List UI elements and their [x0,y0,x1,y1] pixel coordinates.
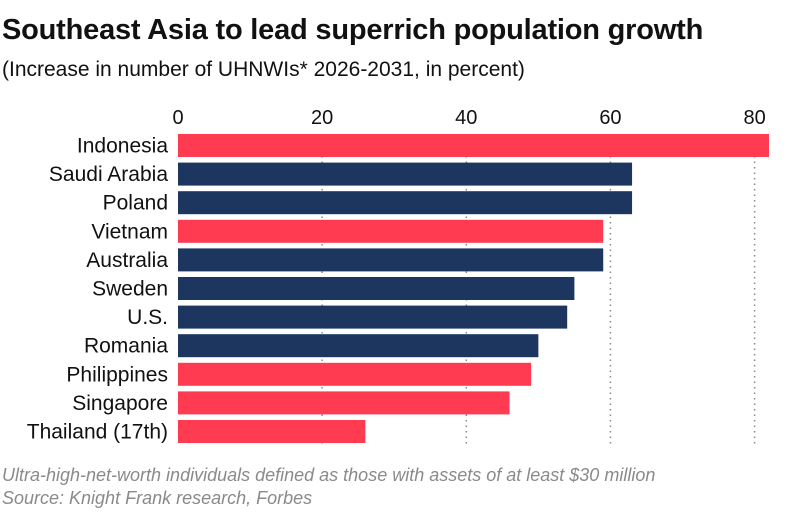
category-label: Indonesia [77,135,168,158]
bar-singapore [178,391,510,415]
category-label: Romania [84,335,168,358]
x-tick-label: 80 [743,107,765,129]
chart-subtitle: (Increase in number of UHNWIs* 2026-2031… [2,58,525,81]
x-tick-label: 0 [172,107,183,129]
category-label: Sweden [92,278,168,301]
bar-vietnam [178,219,604,243]
bar-romania [178,334,539,358]
bar-chart: 0 20 40 60 80 Indonesia Saudi Arabia Poland Vie… [27,107,769,446]
category-label: U.S. [127,306,168,329]
x-tick-label: 40 [455,107,477,129]
bar-poland [178,191,633,215]
bar-thailand-17th [178,420,366,443]
category-label: Vietnam [91,220,168,243]
chart-title: Southeast Asia to lead superrich populat… [2,14,704,46]
bar-sweden [178,277,575,300]
bar-australia [178,248,604,272]
category-label: Saudi Arabia [49,163,168,186]
bar-u-s [178,305,568,329]
x-tick-label: 60 [599,107,621,129]
source-note: Source: Knight Frank research, Forbes [2,488,313,508]
category-labels: Indonesia Saudi Arabia Poland Vietnam Austra… [27,135,169,444]
category-label: Australia [86,249,168,272]
x-tick-label: 20 [311,107,333,129]
x-axis-ticks: 0 20 40 60 80 [172,107,765,129]
bar-indonesia [178,134,769,157]
bars [178,134,769,443]
category-label: Philippines [66,363,168,386]
category-label: Poland [103,192,168,215]
category-label: Singapore [72,392,168,415]
category-label: Thailand (17th) [27,421,168,444]
bar-philippines [178,362,532,386]
bar-saudi-arabia [178,162,633,186]
footnote: Ultra-high-net-worth individuals defined… [2,465,656,485]
